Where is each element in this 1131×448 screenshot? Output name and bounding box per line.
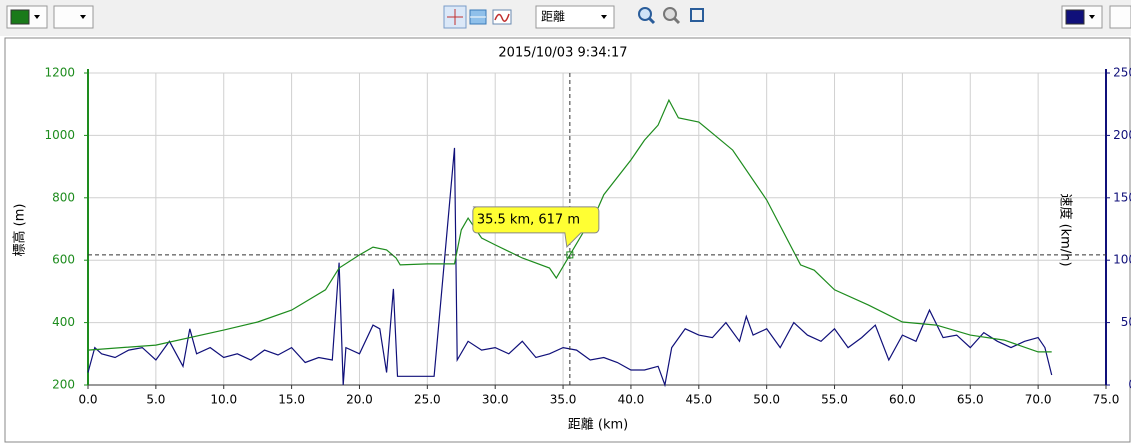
x-tick-label: 20.0 xyxy=(346,393,373,407)
x-axis-select[interactable]: 距離 xyxy=(535,5,615,29)
zoom-in-button[interactable] xyxy=(638,7,656,25)
zoom-fit-button[interactable] xyxy=(690,8,704,22)
y2-tick-label: 250 xyxy=(1113,66,1131,80)
line-style-button[interactable] xyxy=(53,5,94,29)
series-line xyxy=(87,147,1053,388)
x-axis-select-value: 距離 xyxy=(541,10,565,24)
chart-title: 2015/10/03 9:34:17 xyxy=(498,46,627,61)
y2-tick-label: 100 xyxy=(1113,253,1131,267)
x-tick-label: 30.0 xyxy=(482,393,509,407)
crosshair-toggle[interactable] xyxy=(443,5,467,29)
y-tick-label: 600 xyxy=(52,253,75,267)
y2-tick-label: 200 xyxy=(1113,128,1131,142)
x-tick-label: 60.0 xyxy=(889,393,916,407)
line-color-button[interactable] xyxy=(6,5,48,29)
zoom-out-button[interactable] xyxy=(663,7,681,25)
x-tick-label: 55.0 xyxy=(821,393,848,407)
y2-tick-label: 150 xyxy=(1113,190,1131,204)
x-tick-label: 5.0 xyxy=(146,393,165,407)
x-tick-label: 50.0 xyxy=(753,393,780,407)
y-axis-label: 標高 (m) xyxy=(12,204,28,257)
x-tick-label: 70.0 xyxy=(1025,393,1052,407)
x-tick-label: 0.0 xyxy=(78,393,97,407)
y-tick-label: 1200 xyxy=(44,66,75,80)
grid-toggle[interactable] xyxy=(469,9,487,25)
tooltip-box xyxy=(472,206,600,248)
speed-color-button[interactable] xyxy=(1061,5,1103,29)
x-tick-label: 40.0 xyxy=(618,393,645,407)
y2-tick-label: 0 xyxy=(1128,378,1131,392)
tooltip-text: 35.5 km, 617 m xyxy=(477,212,580,227)
x-axis-label: 距離 (km) xyxy=(568,418,628,433)
x-tick-label: 45.0 xyxy=(685,393,712,407)
y-tick-label: 1000 xyxy=(44,128,75,142)
x-tick-label: 75.0 xyxy=(1093,393,1120,407)
x-tick-label: 35.0 xyxy=(550,393,577,407)
y-tick-label: 200 xyxy=(52,378,75,392)
x-tick-label: 25.0 xyxy=(414,393,441,407)
curve-toggle[interactable] xyxy=(492,9,512,25)
x-tick-label: 65.0 xyxy=(957,393,984,407)
overflow-button[interactable] xyxy=(1109,5,1131,29)
x-tick-label: 10.0 xyxy=(210,393,237,407)
y2-axis-label: 速度 (km/h) xyxy=(1058,193,1074,266)
x-tick-label: 15.0 xyxy=(278,393,305,407)
y-tick-label: 800 xyxy=(52,190,75,204)
series-line xyxy=(87,98,1052,353)
crosshair-point xyxy=(566,251,574,259)
y2-tick-label: 50 xyxy=(1121,315,1131,329)
y-tick-label: 400 xyxy=(52,315,75,329)
